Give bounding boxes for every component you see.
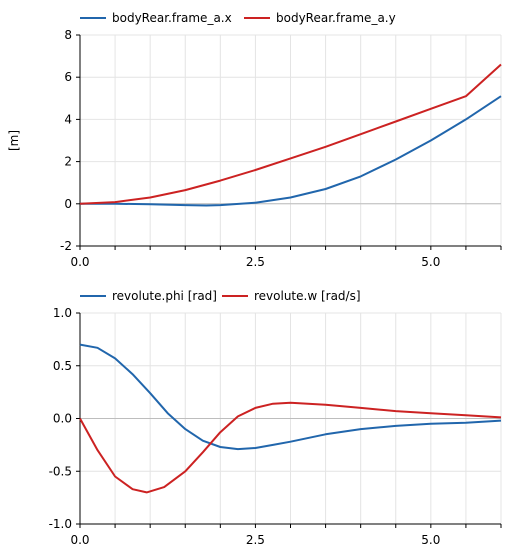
chart-1: 0.0 2.5 5.0 -2 0 2 4 6 8 [m] bodyRear.frame_a.x bod… bbox=[7, 11, 502, 269]
y-tick-label: -0.5 bbox=[49, 464, 72, 478]
y-tick-label: 0.0 bbox=[53, 412, 72, 426]
x-tick-label: 2.5 bbox=[246, 533, 265, 547]
y-tick-label: -1.0 bbox=[49, 517, 72, 531]
y-tick-label: -2 bbox=[60, 239, 72, 253]
y-tick-label: 4 bbox=[64, 112, 72, 126]
y-axis-label: [m] bbox=[7, 130, 21, 151]
y-tick-label: 2 bbox=[64, 155, 72, 169]
series-line-2 bbox=[79, 63, 502, 205]
chart-2: 0.0 2.5 5.0 -1.0 -0.5 0.0 0.5 1.0 revolute.phi [… bbox=[49, 289, 502, 547]
legend-label: revolute.phi [rad] bbox=[112, 289, 217, 303]
y-tick-label: 0 bbox=[64, 197, 72, 211]
series-line-1 bbox=[80, 95, 502, 207]
legend-label: revolute.w [rad/s] bbox=[254, 289, 361, 303]
x-tick-label: 5.0 bbox=[421, 255, 440, 269]
y-tick-label: 0.5 bbox=[53, 359, 72, 373]
y-tick-label: 1.0 bbox=[53, 306, 72, 320]
y-tick-label: 8 bbox=[64, 28, 72, 42]
y-tick-label: 6 bbox=[64, 70, 72, 84]
x-tick-label: 0.0 bbox=[70, 255, 89, 269]
legend-label: bodyRear.frame_a.x bbox=[112, 11, 232, 25]
x-tick-label: 2.5 bbox=[246, 255, 265, 269]
x-tick-label: 0.0 bbox=[70, 533, 89, 547]
legend-label: bodyRear.frame_a.y bbox=[276, 11, 396, 25]
series-line-2 bbox=[79, 401, 502, 494]
series-line-1 bbox=[79, 343, 502, 451]
x-tick-label: 5.0 bbox=[421, 533, 440, 547]
